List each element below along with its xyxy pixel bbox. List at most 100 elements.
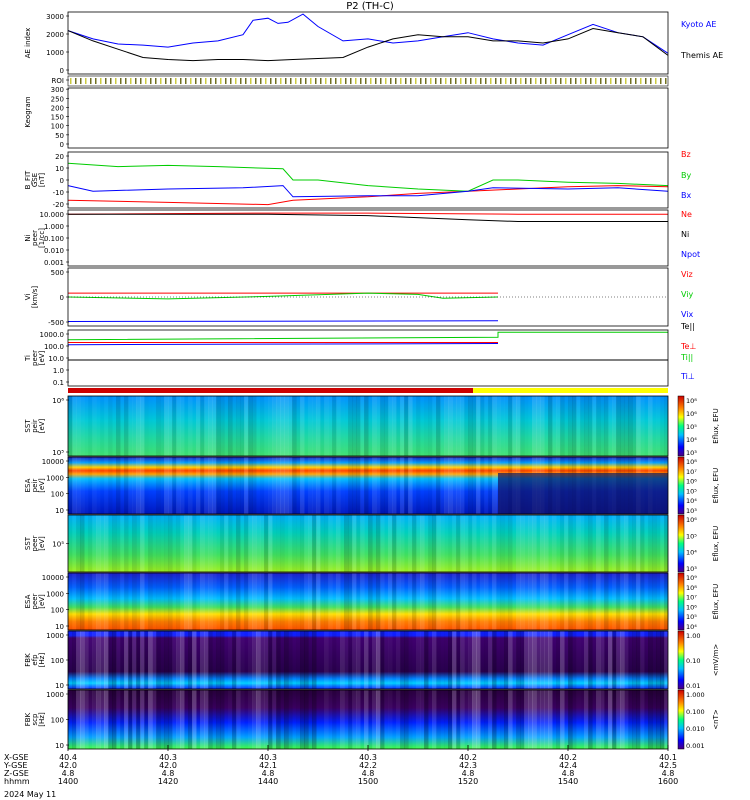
fbk_b-spectrogram-column <box>632 690 637 749</box>
fbk_b-spectrogram-column <box>436 690 441 749</box>
fbk_e-spectrogram-column <box>100 631 105 689</box>
fbk_b-spectrogram-column <box>196 690 201 749</box>
roi-mark <box>270 78 272 84</box>
fbk_b-spectrogram-column <box>564 690 569 749</box>
esa_elec-spectrogram-column <box>232 573 237 630</box>
sst_ion-spectrogram-column <box>608 396 613 456</box>
esa_elec-ylabel-text: peer <box>31 593 39 609</box>
fbk_e-spectrogram-column <box>644 631 649 689</box>
fbk_b-spectrogram-column <box>156 690 161 749</box>
fbk_e-spectrogram-column <box>388 631 393 689</box>
sst_ion-spectrogram-column <box>592 396 597 456</box>
fbk_b-spectrogram-column <box>260 690 265 749</box>
axis-value-t: 1540 <box>558 777 578 786</box>
sst_elec-spectrogram-column <box>416 515 421 572</box>
fbk_e-spectrogram-column <box>376 631 381 689</box>
esa_elec-spectrogram-column <box>528 573 533 630</box>
roi-mark <box>585 78 587 84</box>
esa_ion-spectrogram-column <box>484 457 489 514</box>
sst_elec-spectrogram-column <box>564 515 569 572</box>
colorbar-tick-label: 10⁸ <box>686 584 697 592</box>
roi-mark <box>260 78 262 84</box>
sst_ion-spectrogram-column <box>260 396 265 456</box>
esa_elec-spectrogram-column <box>324 573 329 630</box>
sst_ion-spectrogram-column <box>180 396 185 456</box>
roi-mark <box>600 78 602 84</box>
fbk_b-spectrogram-column <box>568 690 573 749</box>
esa_elec-spectrogram-column <box>632 573 637 630</box>
fbk_e-spectrogram-column <box>88 631 93 689</box>
esa_elec-spectrogram-column <box>460 573 465 630</box>
esa_elec-spectrogram-column <box>156 573 161 630</box>
sst_ion-spectrogram-column <box>416 396 421 456</box>
sst_elec-spectrogram-column <box>576 515 581 572</box>
esa_ion-spectrogram-column <box>272 457 277 514</box>
esa_elec-spectrogram-column <box>408 573 413 630</box>
sst_ion-spectrogram-column <box>96 396 101 456</box>
fbk_e-spectrogram-column <box>520 631 525 689</box>
esa_ion-spectrogram-column <box>276 457 281 514</box>
sst_ion-spectrogram-column <box>72 396 77 456</box>
sst_elec-spectrogram-column <box>528 515 533 572</box>
axis-value-z: 4.8 <box>562 769 575 778</box>
axis-value-x: 40.2 <box>459 753 477 762</box>
sst_ion-ytick-label: 10⁵ <box>52 449 64 457</box>
esa_elec-spectrogram-column <box>420 573 425 630</box>
fbk_b-spectrogram-column <box>248 690 253 749</box>
fbk_b-spectrogram-column <box>580 690 585 749</box>
esa_elec-spectrogram-column <box>584 573 589 630</box>
sst_ion-spectrogram-column <box>368 396 373 456</box>
roi-mark <box>440 78 442 84</box>
sst_elec-spectrogram-column <box>124 515 129 572</box>
sst_ion-spectrogram-column <box>600 396 605 456</box>
roi-mark <box>150 78 152 84</box>
roi-mark <box>180 78 182 84</box>
axis-value-t: 1400 <box>58 777 78 786</box>
fbk_b-spectrogram-column <box>592 690 597 749</box>
sst_elec-spectrogram-column <box>612 515 617 572</box>
roi-mark <box>280 78 282 84</box>
fbk_b-spectrogram-column <box>128 690 133 749</box>
velocity-ylabel: Vi [km/s] 500 0 -500 <box>24 269 69 327</box>
esa_elec-spectrogram-column <box>288 573 293 630</box>
esa_elec-spectrogram-column <box>512 573 517 630</box>
sst_elec-spectrogram-column <box>544 515 549 572</box>
sst_ion-spectrogram-column <box>364 396 369 456</box>
sst_ion-spectrogram-column <box>516 396 521 456</box>
fbk_b-spectrogram-column <box>256 690 261 749</box>
fbk_b-spectrogram-column <box>656 690 661 749</box>
fbk_b-spectrogram-column <box>72 690 77 749</box>
fbk_b-spectrogram-column <box>648 690 653 749</box>
esa_ion-spectrogram-column <box>400 457 405 514</box>
esa_elec-spectrogram-column <box>268 573 273 630</box>
fbk_e-spectrogram-column <box>360 631 365 689</box>
fbk_b-spectrogram-column <box>280 690 285 749</box>
fbk_e-spectrogram-column <box>408 631 413 689</box>
axis-value-y: 42.4 <box>559 761 577 770</box>
sst_ion-spectrogram-column <box>240 396 245 456</box>
esa_ion-spectrogram-column <box>184 457 189 514</box>
roi-mark <box>525 78 527 84</box>
fbk_e-spectrogram-column <box>172 631 177 689</box>
sst_ion-spectrogram-column <box>404 396 409 456</box>
fbk_b-spectrogram-column <box>344 690 349 749</box>
roi-mark <box>485 78 487 84</box>
esa_elec-spectrogram-column <box>192 573 197 630</box>
esa_ion-spectrogram-column <box>348 457 353 514</box>
sst_ion-spectrogram-column <box>472 396 477 456</box>
fbk_e-spectrogram-column <box>424 631 429 689</box>
fbk_b-spectrogram-column <box>492 690 497 749</box>
axis-value-t: 1420 <box>158 777 178 786</box>
sst_ion-spectrogram-column <box>640 396 645 456</box>
fbk_e-spectrogram-column <box>180 631 185 689</box>
fbk_e-ylabel: FBK efp [Hz] 1000 100 10 <box>24 632 69 690</box>
fbk_e-spectrogram-column <box>572 631 577 689</box>
sst_elec-spectrogram-column <box>572 515 577 572</box>
fbk_b-spectrogram-column <box>472 690 477 749</box>
roi-mark <box>660 78 662 84</box>
roi-mark <box>235 78 237 84</box>
roi-mark <box>560 78 562 84</box>
sst_ion-spectrogram-column <box>264 396 269 456</box>
esa_elec-spectrogram-column <box>116 573 121 630</box>
esa_elec-spectrogram-column <box>276 573 281 630</box>
